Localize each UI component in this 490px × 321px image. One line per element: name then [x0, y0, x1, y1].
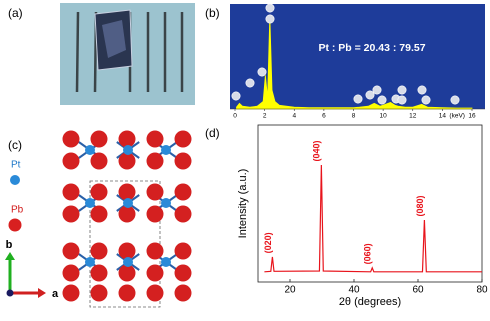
peak-badge: [245, 78, 255, 88]
x-tick-label: 20: [284, 285, 296, 296]
x-tick-label: 40: [348, 285, 360, 296]
pb-atom: [90, 284, 108, 302]
plot-frame: [257, 124, 483, 283]
x-tick-label: 0: [233, 113, 237, 120]
panel-label: (a): [8, 6, 23, 20]
pb-atom: [174, 183, 192, 201]
pb-atom: [146, 152, 164, 170]
pt-atom: [161, 257, 171, 267]
pb-atom: [146, 242, 164, 260]
pb-atom: [62, 242, 80, 260]
pt-atom: [123, 257, 133, 267]
x-tick-label: 16: [468, 113, 476, 120]
pb-atom: [174, 205, 192, 223]
pt-atom: [85, 257, 95, 267]
pb-atom: [118, 130, 136, 148]
axis-arrow: [5, 252, 15, 260]
pt-atom: [85, 198, 95, 208]
pb-atom: [146, 205, 164, 223]
peak-badge: [377, 95, 387, 105]
pb-atom: [90, 205, 108, 223]
panel-label: (b): [205, 6, 220, 20]
composition: Pt : Pb = 20.43 : 79.57: [318, 42, 425, 54]
peak-badge: [417, 85, 427, 95]
x-axis-label: 2θ (degrees): [339, 296, 401, 308]
panel-label: (d): [205, 126, 220, 140]
y-axis-label: Intensity (a.u.): [237, 169, 249, 239]
pb-atom: [90, 264, 108, 282]
x-tick-label: 12: [409, 113, 417, 120]
x-axis-label: (keV): [449, 113, 465, 120]
origin: [6, 289, 14, 297]
x-tick-label: 6: [322, 113, 326, 120]
x-tick-label: 14: [439, 113, 447, 120]
peak-badge: [421, 95, 431, 105]
pt-atom: [85, 145, 95, 155]
x-tick-label: 2: [263, 113, 267, 120]
peak-badge: [450, 95, 460, 105]
pb-atom: [62, 183, 80, 201]
pb-atom: [62, 205, 80, 223]
axis-label: a: [52, 288, 59, 300]
peak-label: (080): [415, 195, 425, 216]
legend-label: Pb: [11, 205, 24, 216]
x-tick-label: 10: [380, 113, 388, 120]
x-tick-label: 8: [352, 113, 356, 120]
pt-atom: [161, 198, 171, 208]
peak-badge: [265, 14, 275, 24]
pt-atom: [161, 145, 171, 155]
pb-atom: [118, 264, 136, 282]
x-tick-label: 60: [412, 285, 424, 296]
pb-atom: [118, 284, 136, 302]
x-tick-label: 80: [476, 285, 488, 296]
pt-atom: [123, 145, 133, 155]
pt-atom: [123, 198, 133, 208]
peak-badge: [372, 85, 382, 95]
axis-arrow: [38, 288, 46, 298]
peak-badge: [257, 67, 267, 77]
pb-atom: [118, 205, 136, 223]
pb-atom: [174, 242, 192, 260]
pb-atom: [146, 284, 164, 302]
pb-atom: [174, 152, 192, 170]
pb-atom: [146, 264, 164, 282]
peak-label: (040): [312, 141, 322, 162]
x-tick-label: 4: [292, 113, 296, 120]
peak-badge: [353, 94, 363, 104]
pb-atom: [90, 130, 108, 148]
peak-label: (020): [263, 232, 273, 253]
pb-atom: [118, 152, 136, 170]
pb-atom: [146, 130, 164, 148]
panel-label: (c): [8, 138, 22, 152]
peak-label: (060): [363, 243, 373, 264]
pb-atom: [118, 183, 136, 201]
pb-atom: [90, 152, 108, 170]
spectrum: [236, 15, 473, 110]
peak-badge: [397, 85, 407, 95]
peak-badge: [397, 95, 407, 105]
pb-atom: [62, 284, 80, 302]
pb-atom: [62, 130, 80, 148]
pb-atom: [146, 183, 164, 201]
legend-swatch: [8, 218, 22, 232]
peak-badge: [265, 3, 275, 13]
axis-label: b: [6, 239, 13, 251]
crystal: [62, 130, 192, 302]
pb-atom: [174, 264, 192, 282]
pb-atom: [62, 152, 80, 170]
legend-swatch: [10, 175, 20, 185]
pb-atom: [174, 284, 192, 302]
pb-atom: [90, 242, 108, 260]
pb-atom: [174, 130, 192, 148]
unit-cell: [89, 180, 161, 308]
xrd-line: [264, 165, 482, 273]
legend-label: Pt: [11, 160, 21, 171]
peak-badge: [231, 91, 241, 101]
pb-atom: [90, 183, 108, 201]
pb-atom: [118, 242, 136, 260]
peak-badge: [365, 90, 375, 100]
pb-atom: [62, 264, 80, 282]
foil-shine: [102, 20, 126, 58]
